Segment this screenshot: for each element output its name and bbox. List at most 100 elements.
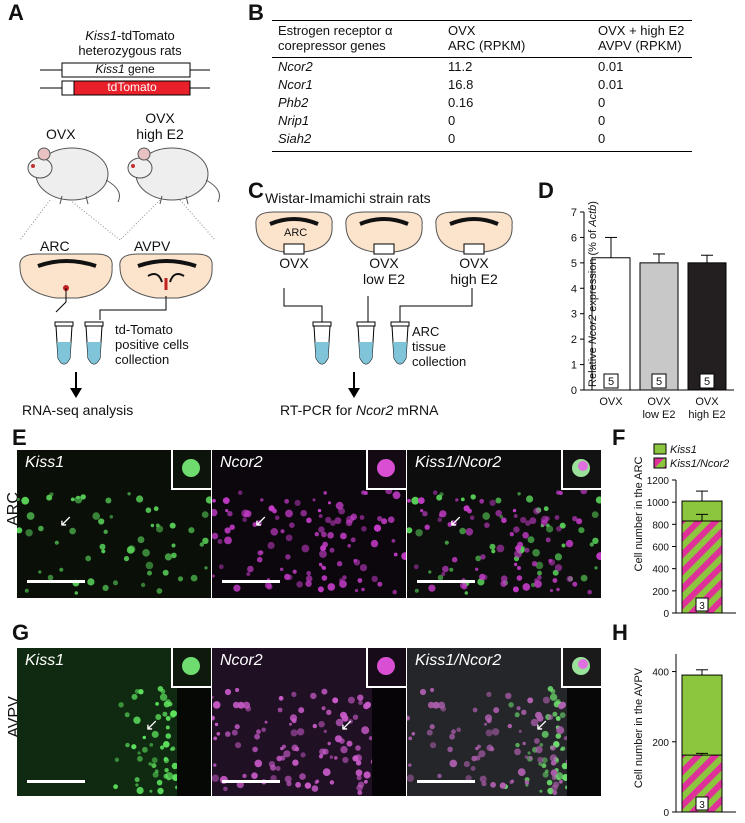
n-label: 3: [699, 800, 705, 811]
cell-dot: [428, 584, 436, 592]
inset-zoom: [366, 450, 406, 490]
cell-dot: [392, 589, 397, 595]
cell-dot: [392, 491, 401, 500]
cell-dot: [254, 733, 260, 740]
cell-dot: [300, 752, 306, 758]
cell-dot: [170, 747, 174, 751]
cell-dot: [190, 574, 198, 582]
cell-dot: [321, 565, 325, 569]
cell-dot: [234, 724, 240, 730]
chart-f-ylabel: Cell number in the ARC: [633, 456, 645, 572]
cell-dot: [300, 509, 307, 517]
cell-dot: [556, 726, 565, 735]
cell-dot: [69, 527, 76, 535]
cell-dot: [522, 741, 526, 746]
cell-dot: [525, 520, 531, 526]
scale-bar: [417, 580, 475, 583]
cell-dot: [594, 566, 598, 570]
cell-dot: [449, 733, 455, 740]
cell-dot: [140, 582, 146, 588]
cell-dot: [323, 491, 327, 495]
cell-dot: [47, 574, 54, 581]
cell-dot: [517, 566, 521, 570]
cell-dot: [212, 701, 221, 709]
cell-dot: [437, 517, 442, 522]
cell-dot: [217, 539, 223, 544]
tube-arrows-c: [283, 288, 473, 324]
cell-dot: [352, 755, 359, 762]
cell-dot: [411, 732, 416, 736]
cell-dot: [275, 766, 281, 771]
cell-dot: [329, 755, 334, 759]
cell-dot: [407, 527, 413, 534]
cell-dot: [212, 508, 218, 517]
cell-dot: [165, 716, 171, 721]
cell-dot: [160, 745, 165, 750]
cell-dot: [256, 556, 263, 563]
cell-dot: [495, 509, 502, 517]
cell-dot: [477, 578, 485, 586]
cell-dot: [491, 549, 496, 554]
cell-dot: [430, 742, 437, 749]
arrow-icon: ↙: [254, 513, 268, 530]
cell-dot: [558, 703, 565, 710]
group-ovx-high: OVX high E2: [450, 255, 498, 287]
cell-dot: [299, 773, 306, 780]
x-tick-label: OVX: [695, 396, 719, 408]
cell-dot: [334, 735, 343, 743]
cell-dot: [478, 750, 486, 758]
cell-dot: [280, 746, 284, 751]
cell-dot: [17, 527, 23, 534]
cell-dot: [551, 784, 558, 792]
x-tick-label: high E2: [688, 409, 725, 421]
cell-dot: [545, 537, 551, 543]
cell-dot: [449, 759, 458, 768]
inset-zoom: [171, 648, 211, 688]
cell-dot: [322, 768, 331, 776]
cell-dot: [356, 784, 363, 792]
cell-dot: [314, 532, 319, 537]
cell-dot: [171, 762, 179, 770]
cell-dot: [544, 769, 549, 774]
cell-dot: [359, 515, 365, 520]
cell-dot: [513, 562, 518, 567]
cell-dot: [327, 501, 332, 505]
cell-dot: [393, 552, 398, 557]
y-tick-label: 2: [571, 334, 577, 346]
cell-dot: [555, 733, 562, 739]
cell-dot: [470, 494, 476, 500]
cell-dot: [222, 497, 230, 504]
cells-collection-label: td-Tomato positive cells collection: [115, 322, 189, 367]
cell-dot: [212, 695, 214, 699]
panel-a-title: Kiss1-tdTomato heterozygous rats: [78, 28, 182, 58]
n-box: [699, 373, 715, 389]
cell-dot: [218, 564, 224, 570]
cell-dot: [323, 729, 327, 733]
cell-dot: [38, 525, 44, 532]
cell-dot: [357, 578, 363, 583]
cell-dot: [527, 536, 535, 544]
cell-dot: [153, 506, 159, 512]
cell-dot: [500, 580, 507, 587]
cell-dot: [459, 582, 467, 589]
cell-dot: [136, 786, 144, 795]
table-row: Nrip1 0 0: [272, 112, 692, 130]
n-box: [651, 373, 667, 389]
cell-dot: [224, 536, 232, 545]
cell-dot: [26, 512, 35, 520]
cell-dot: [509, 532, 514, 537]
cell-dot: [377, 516, 383, 522]
cell-dot: [318, 754, 324, 759]
cell-dot: [475, 755, 481, 761]
group-ovx-low: OVX low E2: [362, 255, 406, 287]
cell-dot: [596, 552, 601, 560]
cell-dot: [512, 586, 519, 593]
cell-dot: [539, 743, 544, 747]
cell-dot: [163, 701, 171, 708]
cell-dot: [507, 723, 512, 729]
cell-dot: [332, 697, 339, 704]
cell-dot: [415, 529, 423, 537]
cell-dot: [201, 511, 209, 518]
cell-dot: [591, 511, 599, 518]
cells-kiss1-arc: [17, 492, 211, 595]
